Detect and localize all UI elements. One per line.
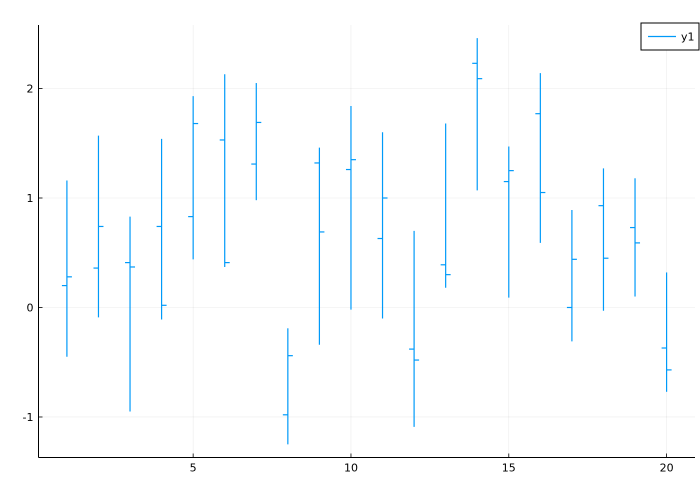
ohlc-bar — [377, 132, 388, 319]
ohlc-bar — [188, 96, 199, 260]
legend-label-y1: y1 — [681, 31, 695, 44]
ohlc-bar — [566, 210, 577, 342]
ohlc-bar — [156, 138, 167, 320]
axes — [38, 25, 695, 458]
ohlc-bar — [440, 123, 451, 288]
ohlc-bar — [535, 73, 546, 243]
y-tick-label: 0 — [27, 301, 34, 314]
y-tick-label: -1 — [23, 411, 34, 424]
ohlc-bar — [61, 180, 72, 357]
grid-lines — [38, 25, 695, 458]
ohlc-bar — [409, 230, 420, 427]
y-tick-label: 2 — [27, 83, 34, 96]
x-tick-label: 15 — [502, 462, 516, 475]
ohlc-bar — [598, 168, 609, 311]
y-tick-labels: -1 0 1 2 — [23, 83, 34, 424]
ohlc-bar — [661, 272, 672, 392]
legend: y1 — [640, 22, 700, 51]
ohlc-bar — [314, 147, 325, 345]
ohlc-bar — [282, 328, 293, 445]
y-tick-label: 1 — [27, 192, 34, 205]
ohlc-bar — [345, 106, 356, 310]
ohlc-bar — [93, 135, 104, 318]
x-tick-labels: 5 10 15 20 — [190, 462, 674, 475]
ohlc-bars — [61, 38, 672, 445]
ohlc-bar — [125, 216, 136, 412]
ohlc-bar — [630, 178, 641, 297]
ohlc-bar — [503, 146, 514, 298]
x-tick-label: 5 — [190, 462, 197, 475]
ohlc-bar — [472, 38, 483, 191]
x-tick-label: 20 — [660, 462, 674, 475]
ohlc-bar — [251, 83, 262, 201]
tick-marks — [38, 88, 667, 458]
x-tick-label: 10 — [344, 462, 358, 475]
ohlc-bar — [219, 74, 230, 267]
